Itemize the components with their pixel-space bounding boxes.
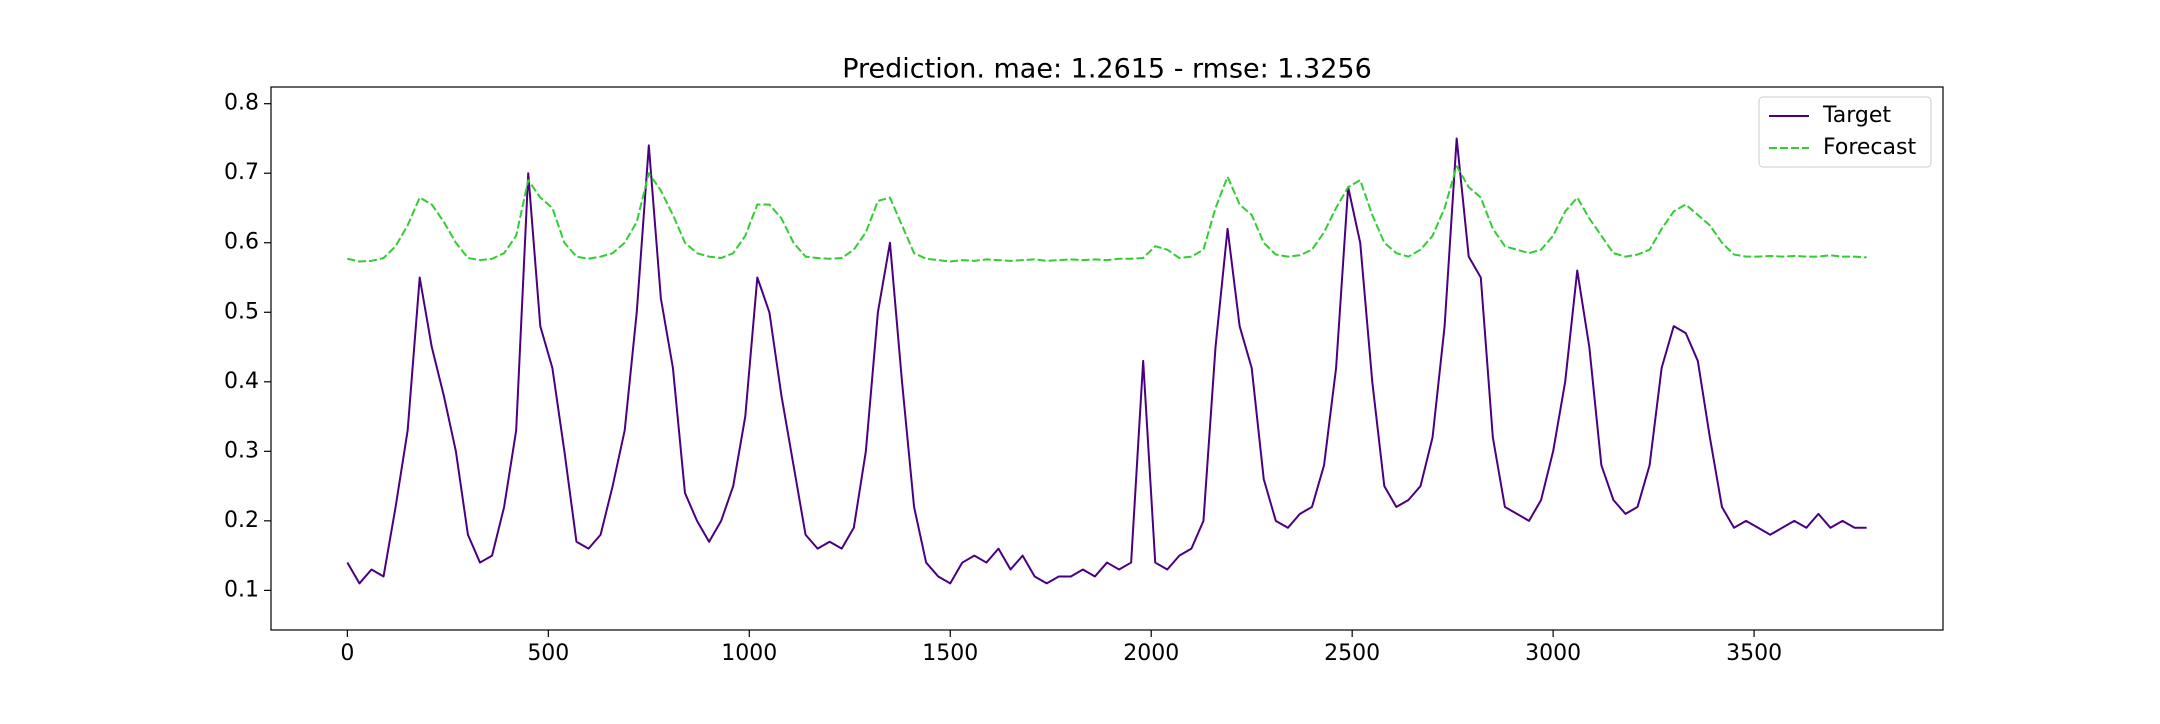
y-tick-label: 0.5 bbox=[224, 299, 259, 324]
y-tick-label: 0.2 bbox=[224, 508, 259, 533]
x-tick-label: 3000 bbox=[1525, 641, 1581, 666]
plot-frame bbox=[270, 86, 1944, 631]
y-tick-label: 0.7 bbox=[224, 160, 259, 185]
y-tick-label: 0.4 bbox=[224, 369, 259, 394]
x-tick-label: 500 bbox=[527, 641, 569, 666]
series-line bbox=[347, 165, 1867, 263]
x-tick-label: 1500 bbox=[922, 641, 978, 666]
x-tick-label: 2500 bbox=[1324, 641, 1380, 666]
x-tick-label: 1000 bbox=[721, 641, 777, 666]
y-tick-label: 0.1 bbox=[224, 577, 259, 602]
x-tick-label: 2000 bbox=[1123, 641, 1179, 666]
series-line bbox=[346, 137, 1867, 585]
y-tick-label: 0.6 bbox=[224, 230, 259, 255]
x-tick-label: 3500 bbox=[1726, 641, 1782, 666]
legend-label: Forecast bbox=[1823, 135, 1916, 160]
y-tick-label: 0.8 bbox=[224, 91, 259, 116]
y-tick-label: 0.3 bbox=[224, 438, 259, 463]
x-tick-label: 0 bbox=[340, 641, 354, 666]
legend-label: Target bbox=[1822, 103, 1891, 128]
legend-box bbox=[1758, 96, 1932, 168]
chart-title: Prediction. mae: 1.2615 - rmse: 1.3256 bbox=[842, 54, 1372, 85]
legend: Target Forecast bbox=[1758, 96, 1932, 168]
